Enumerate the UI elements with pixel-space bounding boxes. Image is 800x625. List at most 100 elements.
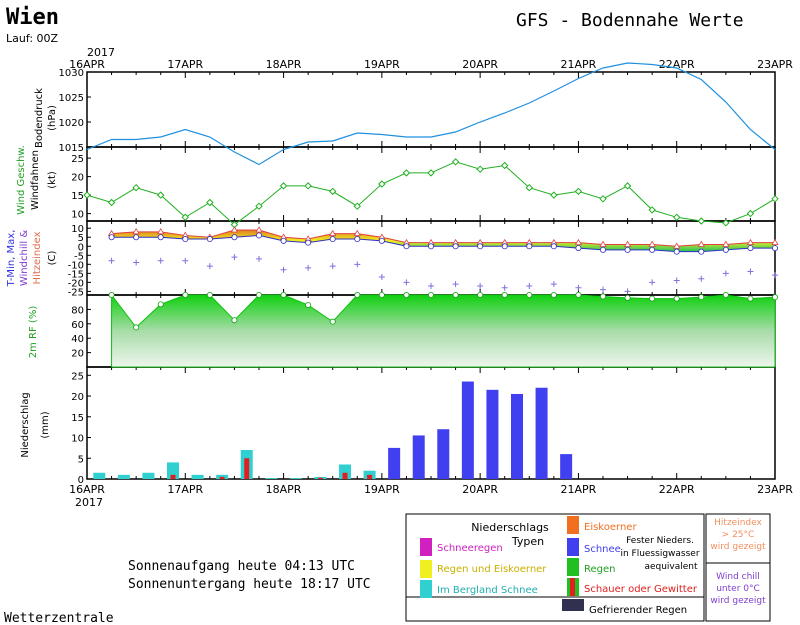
shower-bar [244, 458, 250, 479]
rh-point [378, 291, 385, 298]
date-label-top: 23APR [757, 58, 793, 71]
tmax-point [230, 226, 239, 233]
rh-area [111, 293, 776, 368]
precip-bar [167, 462, 179, 479]
precip-bar [535, 387, 548, 479]
windchill-point [231, 254, 238, 261]
tmax-point [157, 228, 165, 235]
precip-ytick-label: 20 [71, 392, 84, 403]
wind-point [83, 191, 91, 199]
windchill-point [108, 257, 115, 264]
precip-bar [412, 435, 425, 479]
pressure-label: Bodendruck [34, 88, 45, 148]
rh-point [354, 291, 361, 298]
footer-brand: Wetterzentrale [4, 611, 114, 625]
date-labels-top: 16APR 17APR 18APR 19APR 20APR 21APR 22APR 23APR [69, 58, 793, 71]
tmin-point [329, 236, 336, 243]
windchill-point [722, 270, 729, 277]
windchill-line-3: wird gezeigt [710, 596, 766, 606]
tmin-point [354, 236, 361, 243]
precip-ytick-label: 10 [71, 434, 84, 445]
pressure-ytick-label: 1020 [59, 118, 84, 129]
precip-bar [117, 474, 130, 479]
date-label-top: 21APR [561, 58, 597, 71]
wind-point [476, 165, 484, 173]
tmax-line [111, 229, 775, 247]
tmin-point [747, 245, 754, 252]
tmin-point [280, 237, 287, 244]
legend: Niederschlags Typen Schneeregen Regen un… [405, 513, 771, 622]
windchill-point [624, 288, 631, 295]
rh-ytick-label: 80 [71, 305, 84, 316]
rh-point [673, 295, 680, 302]
tmin-point [182, 236, 189, 243]
rh-point [133, 324, 140, 331]
tmax-point [329, 229, 337, 237]
rh-point [526, 291, 533, 298]
tmin-point [772, 245, 779, 252]
legend-eiskoerner: Eiskoerner [584, 522, 637, 533]
wind-point [648, 206, 656, 214]
tmax-point [697, 240, 705, 247]
tmin-point [698, 248, 705, 255]
windchill-point [428, 282, 434, 289]
tmax-point [574, 238, 583, 246]
wind-point [157, 191, 165, 199]
tmin-point [108, 234, 115, 241]
rh-point [108, 291, 115, 298]
tmin-point [477, 243, 484, 250]
tmin-point [575, 245, 582, 252]
rh-point [157, 301, 164, 308]
rh-point [698, 294, 705, 301]
rh-label: 2m RF (%) [28, 306, 39, 359]
wind-point [697, 217, 705, 225]
windchill-point [649, 279, 656, 286]
wind-frame [86, 146, 776, 222]
tmin-point [649, 246, 656, 253]
temp-ytick-label: -25 [68, 287, 84, 298]
wind-point [181, 213, 189, 222]
precip-bar [142, 472, 155, 479]
date-label-bottom: 19APR [364, 483, 400, 496]
wind-ytick-label: 10 [71, 210, 84, 221]
tmin-point [624, 246, 631, 253]
chart-title: GFS - Bodennahe Werte [516, 10, 744, 31]
precip-bar [486, 389, 499, 479]
hitze-line-2: > 25°C [722, 530, 755, 540]
windchill-point [772, 272, 778, 279]
precip-unit: (mm) [40, 411, 51, 438]
precip-bar [93, 472, 106, 479]
tmin-point [550, 243, 557, 250]
legend-box [405, 513, 705, 622]
swatch-regen [567, 558, 579, 576]
legend-gefrierend: Gefrierender Regen [589, 605, 687, 616]
windchill-point [157, 257, 164, 264]
rh-point [427, 291, 434, 298]
windchill-point [501, 284, 508, 291]
tmax-point [722, 240, 730, 247]
wind-ytick-label: 15 [71, 191, 84, 202]
wind-point [525, 183, 533, 192]
shower-bar [170, 474, 176, 479]
precip-bar [265, 478, 278, 479]
windchill-line-2: unter 0°C [716, 584, 760, 594]
tmin-point [378, 237, 385, 244]
rh-point [772, 294, 779, 301]
legend-schnee: Schnee [584, 544, 621, 555]
sunset-text: Sonnenuntergang heute 18:17 UTC [128, 577, 371, 592]
precip-bar [191, 474, 204, 479]
rh-point [624, 294, 631, 301]
windchill-point [550, 281, 557, 288]
precip-bar [461, 381, 474, 479]
rh-point [550, 291, 557, 298]
temp-ytick-label: 5 [78, 233, 84, 244]
windchill-point [600, 286, 606, 293]
tmin-point [133, 234, 140, 241]
wind-point [107, 198, 116, 207]
wind-point [722, 219, 730, 227]
rh-point [600, 293, 607, 300]
rh-point [305, 302, 312, 309]
windchill-point [182, 257, 189, 264]
temp-ytick-label: 10 [71, 224, 84, 235]
